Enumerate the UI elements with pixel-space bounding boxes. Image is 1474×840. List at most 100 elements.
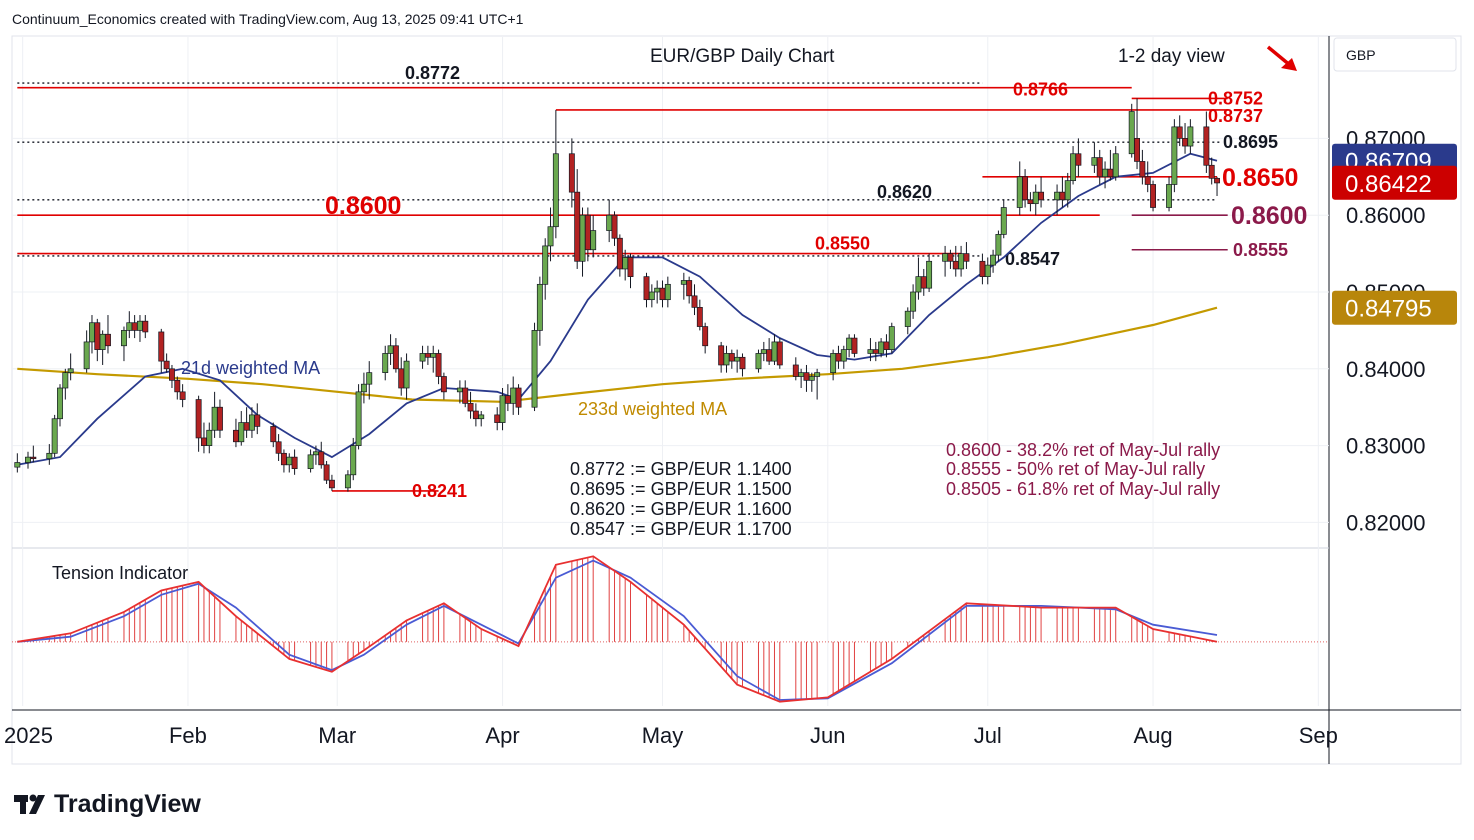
candle-body: [435, 353, 442, 377]
candle-body: [1102, 168, 1109, 178]
candle-body: [1027, 199, 1034, 205]
gbp-eur-note: 0.8695 := GBP/EUR 1.1500: [570, 479, 792, 499]
candle-body: [627, 257, 634, 277]
gbp-eur-note: 0.8772 := GBP/EUR 1.1400: [570, 459, 792, 479]
candle-body: [398, 368, 405, 389]
candle-body: [1059, 191, 1066, 201]
candle-body: [1176, 126, 1183, 139]
candle: [398, 357, 405, 396]
currency-box[interactable]: [1333, 37, 1457, 72]
candle-body: [803, 372, 810, 381]
candle-body: [105, 333, 111, 347]
candle: [280, 449, 287, 473]
level-label: 0.8550: [815, 234, 870, 254]
candle: [419, 345, 426, 369]
candle: [947, 249, 954, 269]
candle: [606, 199, 613, 243]
candle: [131, 315, 138, 339]
candle-body: [947, 253, 954, 262]
candle-body: [1166, 184, 1172, 208]
time-tick-label: May: [642, 723, 684, 748]
candle: [254, 403, 261, 435]
candle-body: [808, 376, 815, 381]
level-label: 0.8695: [1223, 132, 1278, 152]
candle: [1102, 161, 1109, 189]
candle-body: [920, 276, 927, 289]
candle-body: [904, 310, 911, 327]
candle: [1075, 138, 1082, 177]
candle-body: [963, 253, 970, 262]
candle: [1182, 123, 1188, 154]
candle-body: [942, 253, 949, 262]
candle-body: [1128, 111, 1135, 155]
candle-body: [622, 257, 629, 270]
candle-body: [174, 379, 181, 393]
currency-label: GBP: [1346, 47, 1376, 63]
candle: [739, 353, 746, 377]
candle-body: [739, 356, 746, 370]
candles-layer: [14, 98, 1220, 492]
candle: [1070, 146, 1077, 185]
time-tick-label: Jul: [974, 723, 1002, 748]
price-tick-label: 0.82000: [1346, 510, 1426, 535]
candle: [771, 334, 778, 365]
candle: [238, 411, 245, 446]
level-label: 0.8600: [1231, 202, 1307, 230]
tradingview-logo-icon[interactable]: [14, 794, 45, 815]
candle-body: [126, 322, 133, 331]
candle: [179, 384, 186, 408]
candle-body: [568, 153, 575, 193]
candle-body: [499, 395, 506, 423]
candle-body: [718, 345, 725, 366]
candle: [94, 318, 101, 362]
price-badge[interactable]: 0.84795: [1332, 290, 1457, 325]
candle-body: [344, 474, 351, 489]
candle-body: [232, 429, 239, 443]
candle-body: [606, 214, 613, 231]
candle-body: [254, 414, 261, 427]
candle-body: [467, 403, 474, 412]
candle: [1096, 149, 1103, 185]
candle: [1000, 199, 1007, 239]
candle: [510, 376, 517, 415]
candle-body: [137, 320, 143, 331]
candle-body: [1144, 176, 1151, 185]
candle-body: [958, 253, 965, 270]
candle-body: [1139, 161, 1146, 178]
candle-body: [510, 387, 517, 404]
candle-body: [25, 456, 31, 463]
candle-body: [846, 337, 853, 350]
candle-body: [57, 387, 63, 420]
candle-body: [318, 451, 325, 466]
candle: [579, 207, 586, 277]
candle: [1214, 176, 1220, 196]
candle-body: [840, 349, 847, 362]
time-tick-label: Mar: [318, 723, 356, 748]
candle: [792, 357, 799, 381]
candle: [323, 460, 330, 485]
candle-body: [67, 368, 74, 373]
ma233-line: [17, 306, 1218, 403]
candle-body: [664, 283, 671, 301]
candle: [1032, 184, 1039, 216]
down-arrow-icon: [1266, 45, 1297, 71]
candle-body: [286, 456, 293, 466]
candle-body: [169, 368, 175, 381]
candle-body: [1112, 153, 1119, 178]
candle-body: [1187, 126, 1194, 147]
candle-body: [62, 372, 69, 389]
price-badge[interactable]: 0.86422: [1332, 165, 1457, 200]
candle: [270, 422, 277, 448]
level-label: 0.8600: [325, 192, 401, 220]
candle: [611, 211, 618, 246]
candle: [1016, 161, 1023, 216]
candle-body: [648, 291, 655, 301]
candle: [755, 349, 762, 373]
candle: [344, 470, 351, 492]
candle-body: [798, 372, 805, 377]
candle: [163, 353, 170, 373]
candle-body: [1182, 138, 1188, 147]
candle-body: [350, 445, 357, 476]
chart-credit: Continuum_Economics created with Trading…: [12, 11, 524, 27]
